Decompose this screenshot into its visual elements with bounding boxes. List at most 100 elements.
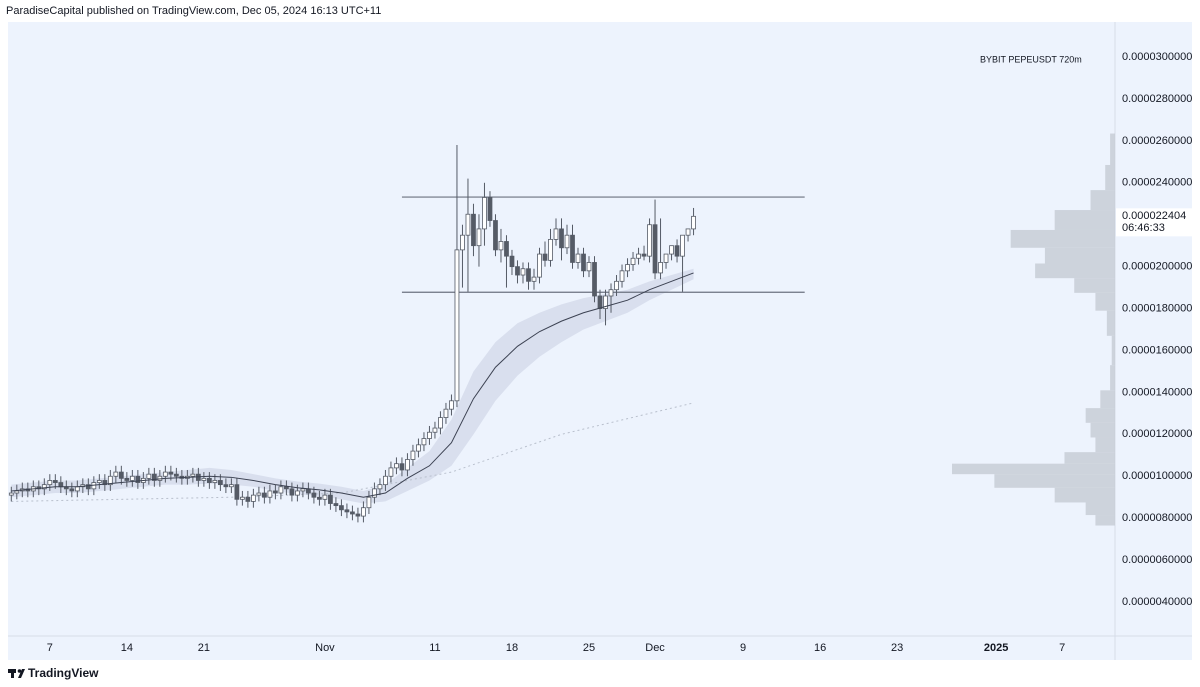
candle-body xyxy=(151,473,157,481)
candle-body xyxy=(465,213,471,236)
candle-body xyxy=(124,477,130,481)
candle-body xyxy=(542,253,548,261)
candle-body xyxy=(619,270,625,282)
candle-body xyxy=(581,253,586,272)
instrument-label: BYBIT PEPEUSDT 720m xyxy=(980,54,1082,64)
x-tick-label: 2025 xyxy=(984,642,1008,654)
candle-body xyxy=(559,228,564,249)
candle-body xyxy=(487,197,493,221)
y-tick-label: 0.0000160000 xyxy=(1122,344,1192,356)
candle-body xyxy=(548,238,553,261)
volume-profile-bar xyxy=(1085,502,1115,516)
x-tick-label: Dec xyxy=(645,642,665,654)
x-tick-label: 11 xyxy=(429,642,440,654)
candle-body xyxy=(41,484,47,490)
candle-body xyxy=(608,289,614,297)
candle-body xyxy=(107,475,113,486)
candle-body xyxy=(129,475,135,481)
price-label-box xyxy=(1116,208,1192,237)
candle-body xyxy=(212,480,218,483)
candle-body xyxy=(289,488,295,496)
candle-body xyxy=(168,471,174,475)
candle-body xyxy=(245,496,251,502)
candle-body xyxy=(641,253,647,257)
y-tick-label: 0.0000280000 xyxy=(1122,93,1192,105)
candle-body xyxy=(438,417,443,429)
candle-body xyxy=(96,480,102,483)
candle-body xyxy=(636,253,641,259)
candle-body xyxy=(685,228,691,236)
volume-profile-bar xyxy=(1044,247,1115,264)
candle-body xyxy=(322,494,328,500)
candle-body xyxy=(339,505,344,511)
candle-body xyxy=(658,262,663,274)
volume-profile-bar xyxy=(1106,310,1115,336)
candle-body xyxy=(647,224,652,257)
candle-body xyxy=(674,245,680,257)
candle-body xyxy=(223,484,229,488)
candle-body xyxy=(273,490,278,494)
candle-body xyxy=(564,234,570,249)
candle-body xyxy=(328,494,333,504)
candle-body xyxy=(680,234,685,257)
x-tick-label: 23 xyxy=(891,642,903,654)
candle-body xyxy=(256,492,262,496)
volume-profile-bar xyxy=(1064,452,1115,464)
candle-body xyxy=(586,262,592,272)
x-tick-label: 9 xyxy=(740,642,746,654)
y-tick-label: 0.0000260000 xyxy=(1122,135,1192,147)
y-tick-label: 0.0000240000 xyxy=(1122,177,1192,189)
candle-body xyxy=(361,507,366,517)
candle-body xyxy=(102,480,108,486)
candle-body xyxy=(372,488,377,498)
candle-body xyxy=(118,471,124,479)
candle-body xyxy=(515,266,520,276)
candle-body xyxy=(366,496,372,509)
y-tick-label: 0.0000300000 xyxy=(1122,51,1192,63)
candle-body xyxy=(146,473,152,479)
publish-header: ParadiseCapital published on TradingView… xyxy=(6,5,381,17)
candle-body xyxy=(592,262,597,297)
candle-body xyxy=(267,490,273,498)
candle-body xyxy=(460,234,465,251)
candle-body xyxy=(476,228,482,247)
volume-profile-bar xyxy=(1085,408,1115,423)
x-tick-label: Nov xyxy=(315,642,335,654)
candle-body xyxy=(162,471,168,477)
x-tick-label: 25 xyxy=(583,642,595,654)
y-tick-label: 0.0000040000 xyxy=(1122,596,1192,608)
candle-body xyxy=(498,241,504,251)
candle-body xyxy=(663,253,669,263)
candle-body xyxy=(173,473,179,477)
candle-body xyxy=(58,482,64,488)
candle-body xyxy=(691,215,696,230)
candle-body xyxy=(251,494,256,502)
candle-body xyxy=(531,276,537,282)
x-tick-label: 7 xyxy=(1059,642,1065,654)
volume-profile-bar xyxy=(1095,437,1115,453)
candle-body xyxy=(394,463,399,469)
candle-body xyxy=(630,257,636,265)
candle-body xyxy=(350,511,355,515)
candle-body xyxy=(344,509,350,513)
volume-profile-bar xyxy=(1095,515,1115,526)
candle-body xyxy=(74,486,80,492)
volume-profile-bar xyxy=(1105,164,1115,191)
candle-body xyxy=(449,400,454,410)
y-tick-label: 0.0000180000 xyxy=(1122,302,1192,314)
volume-profile-bar xyxy=(1100,390,1115,409)
candle-body xyxy=(311,492,317,498)
candle-body xyxy=(284,486,289,490)
x-tick-label: 16 xyxy=(814,642,826,654)
x-tick-label: 21 xyxy=(198,642,210,654)
volume-profile-bar xyxy=(1054,210,1115,230)
volume-profile-bar xyxy=(1095,292,1115,311)
y-tick-label: 0.0000120000 xyxy=(1122,428,1192,440)
tv-logo xyxy=(8,669,25,678)
candle-body xyxy=(427,431,432,439)
y-tick-label: 0.0000200000 xyxy=(1122,261,1192,273)
candle-body xyxy=(575,253,581,263)
candle-body xyxy=(234,484,240,500)
